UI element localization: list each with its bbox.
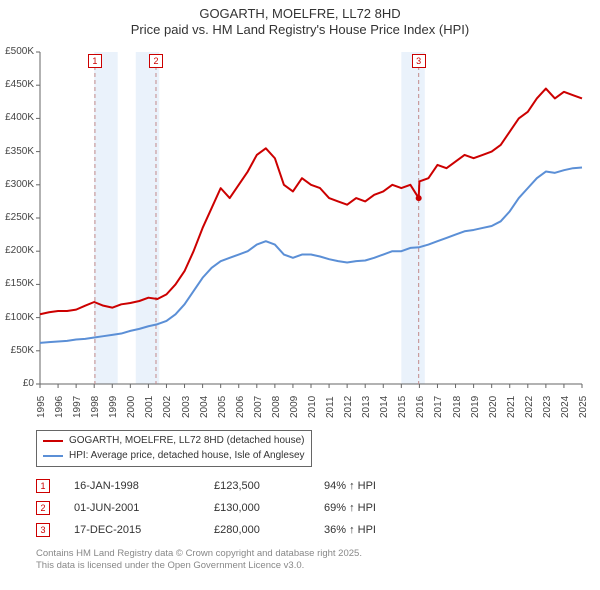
footer-line2: This data is licensed under the Open Gov… xyxy=(36,560,362,572)
x-tick-label: 2007 xyxy=(253,396,264,418)
x-tick-label: 2011 xyxy=(325,396,336,418)
marker-price-3: £280,000 xyxy=(214,524,324,536)
x-tick-label: 2006 xyxy=(235,396,246,418)
x-tick-label: 1997 xyxy=(72,396,83,418)
x-tick-label: 2022 xyxy=(524,396,535,418)
legend-swatch-gogarth xyxy=(43,440,63,442)
y-tick-label: £200K xyxy=(0,245,34,256)
y-tick-label: £500K xyxy=(0,46,34,57)
marker-row-1: 1 16-JAN-1998 £123,500 94% ↑ HPI xyxy=(36,475,444,497)
x-tick-label: 2001 xyxy=(144,396,155,418)
x-tick-label: 2010 xyxy=(307,396,318,418)
marker-badge-3: 3 xyxy=(36,523,50,537)
x-tick-label: 2014 xyxy=(379,396,390,418)
x-tick-label: 2008 xyxy=(271,396,282,418)
event-marker-badge: 3 xyxy=(412,54,426,68)
title-line2: Price paid vs. HM Land Registry's House … xyxy=(0,22,600,38)
legend-label-gogarth: GOGARTH, MOELFRE, LL72 8HD (detached hou… xyxy=(69,434,304,449)
marker-row-2: 2 01-JUN-2001 £130,000 69% ↑ HPI xyxy=(36,497,444,519)
marker-badge-1: 1 xyxy=(36,479,50,493)
legend-row-gogarth: GOGARTH, MOELFRE, LL72 8HD (detached hou… xyxy=(43,434,305,449)
x-tick-label: 2005 xyxy=(217,396,228,418)
x-tick-label: 2012 xyxy=(343,396,354,418)
x-tick-label: 2003 xyxy=(181,396,192,418)
marker-date-1: 16-JAN-1998 xyxy=(74,480,214,492)
x-tick-label: 2002 xyxy=(162,396,173,418)
y-tick-label: £350K xyxy=(0,146,34,157)
x-tick-label: 2009 xyxy=(289,396,300,418)
x-tick-label: 2000 xyxy=(126,396,137,418)
y-tick-label: £0 xyxy=(0,378,34,389)
chart-svg xyxy=(36,48,586,388)
legend-swatch-hpi xyxy=(43,455,63,457)
y-tick-label: £150K xyxy=(0,278,34,289)
y-tick-label: £50K xyxy=(0,345,34,356)
y-tick-label: £100K xyxy=(0,312,34,323)
x-tick-label: 2024 xyxy=(560,396,571,418)
marker-price-2: £130,000 xyxy=(214,502,324,514)
marker-pct-1: 94% ↑ HPI xyxy=(324,480,444,492)
y-tick-label: £400K xyxy=(0,112,34,123)
footer: Contains HM Land Registry data © Crown c… xyxy=(36,548,362,573)
title-block: GOGARTH, MOELFRE, LL72 8HD Price paid vs… xyxy=(0,0,600,39)
title-line1: GOGARTH, MOELFRE, LL72 8HD xyxy=(0,6,600,22)
legend-row-hpi: HPI: Average price, detached house, Isle… xyxy=(43,449,305,464)
event-marker-badge: 1 xyxy=(88,54,102,68)
x-tick-label: 1996 xyxy=(54,396,65,418)
x-tick-label: 2016 xyxy=(415,396,426,418)
y-tick-label: £450K xyxy=(0,79,34,90)
y-tick-label: £300K xyxy=(0,179,34,190)
marker-date-3: 17-DEC-2015 xyxy=(74,524,214,536)
x-tick-label: 2018 xyxy=(452,396,463,418)
x-tick-label: 2015 xyxy=(397,396,408,418)
marker-badge-2: 2 xyxy=(36,501,50,515)
markers-table: 1 16-JAN-1998 £123,500 94% ↑ HPI 2 01-JU… xyxy=(36,475,444,541)
marker-price-1: £123,500 xyxy=(214,480,324,492)
legend-label-hpi: HPI: Average price, detached house, Isle… xyxy=(69,449,305,464)
x-tick-label: 2004 xyxy=(199,396,210,418)
marker-row-3: 3 17-DEC-2015 £280,000 36% ↑ HPI xyxy=(36,519,444,541)
chart-area xyxy=(36,48,586,388)
x-tick-label: 1998 xyxy=(90,396,101,418)
x-tick-label: 1999 xyxy=(108,396,119,418)
x-tick-label: 2025 xyxy=(578,396,589,418)
x-tick-label: 2023 xyxy=(542,396,553,418)
y-tick-label: £250K xyxy=(0,212,34,223)
marker-pct-3: 36% ↑ HPI xyxy=(324,524,444,536)
legend: GOGARTH, MOELFRE, LL72 8HD (detached hou… xyxy=(36,430,312,467)
marker-pct-2: 69% ↑ HPI xyxy=(324,502,444,514)
footer-line1: Contains HM Land Registry data © Crown c… xyxy=(36,548,362,560)
x-tick-label: 2020 xyxy=(488,396,499,418)
x-tick-label: 2013 xyxy=(361,396,372,418)
event-marker-badge: 2 xyxy=(149,54,163,68)
x-tick-label: 2017 xyxy=(433,396,444,418)
x-tick-label: 2021 xyxy=(506,396,517,418)
x-tick-label: 2019 xyxy=(470,396,481,418)
x-tick-label: 1995 xyxy=(36,396,47,418)
chart-container: GOGARTH, MOELFRE, LL72 8HD Price paid vs… xyxy=(0,0,600,590)
marker-date-2: 01-JUN-2001 xyxy=(74,502,214,514)
